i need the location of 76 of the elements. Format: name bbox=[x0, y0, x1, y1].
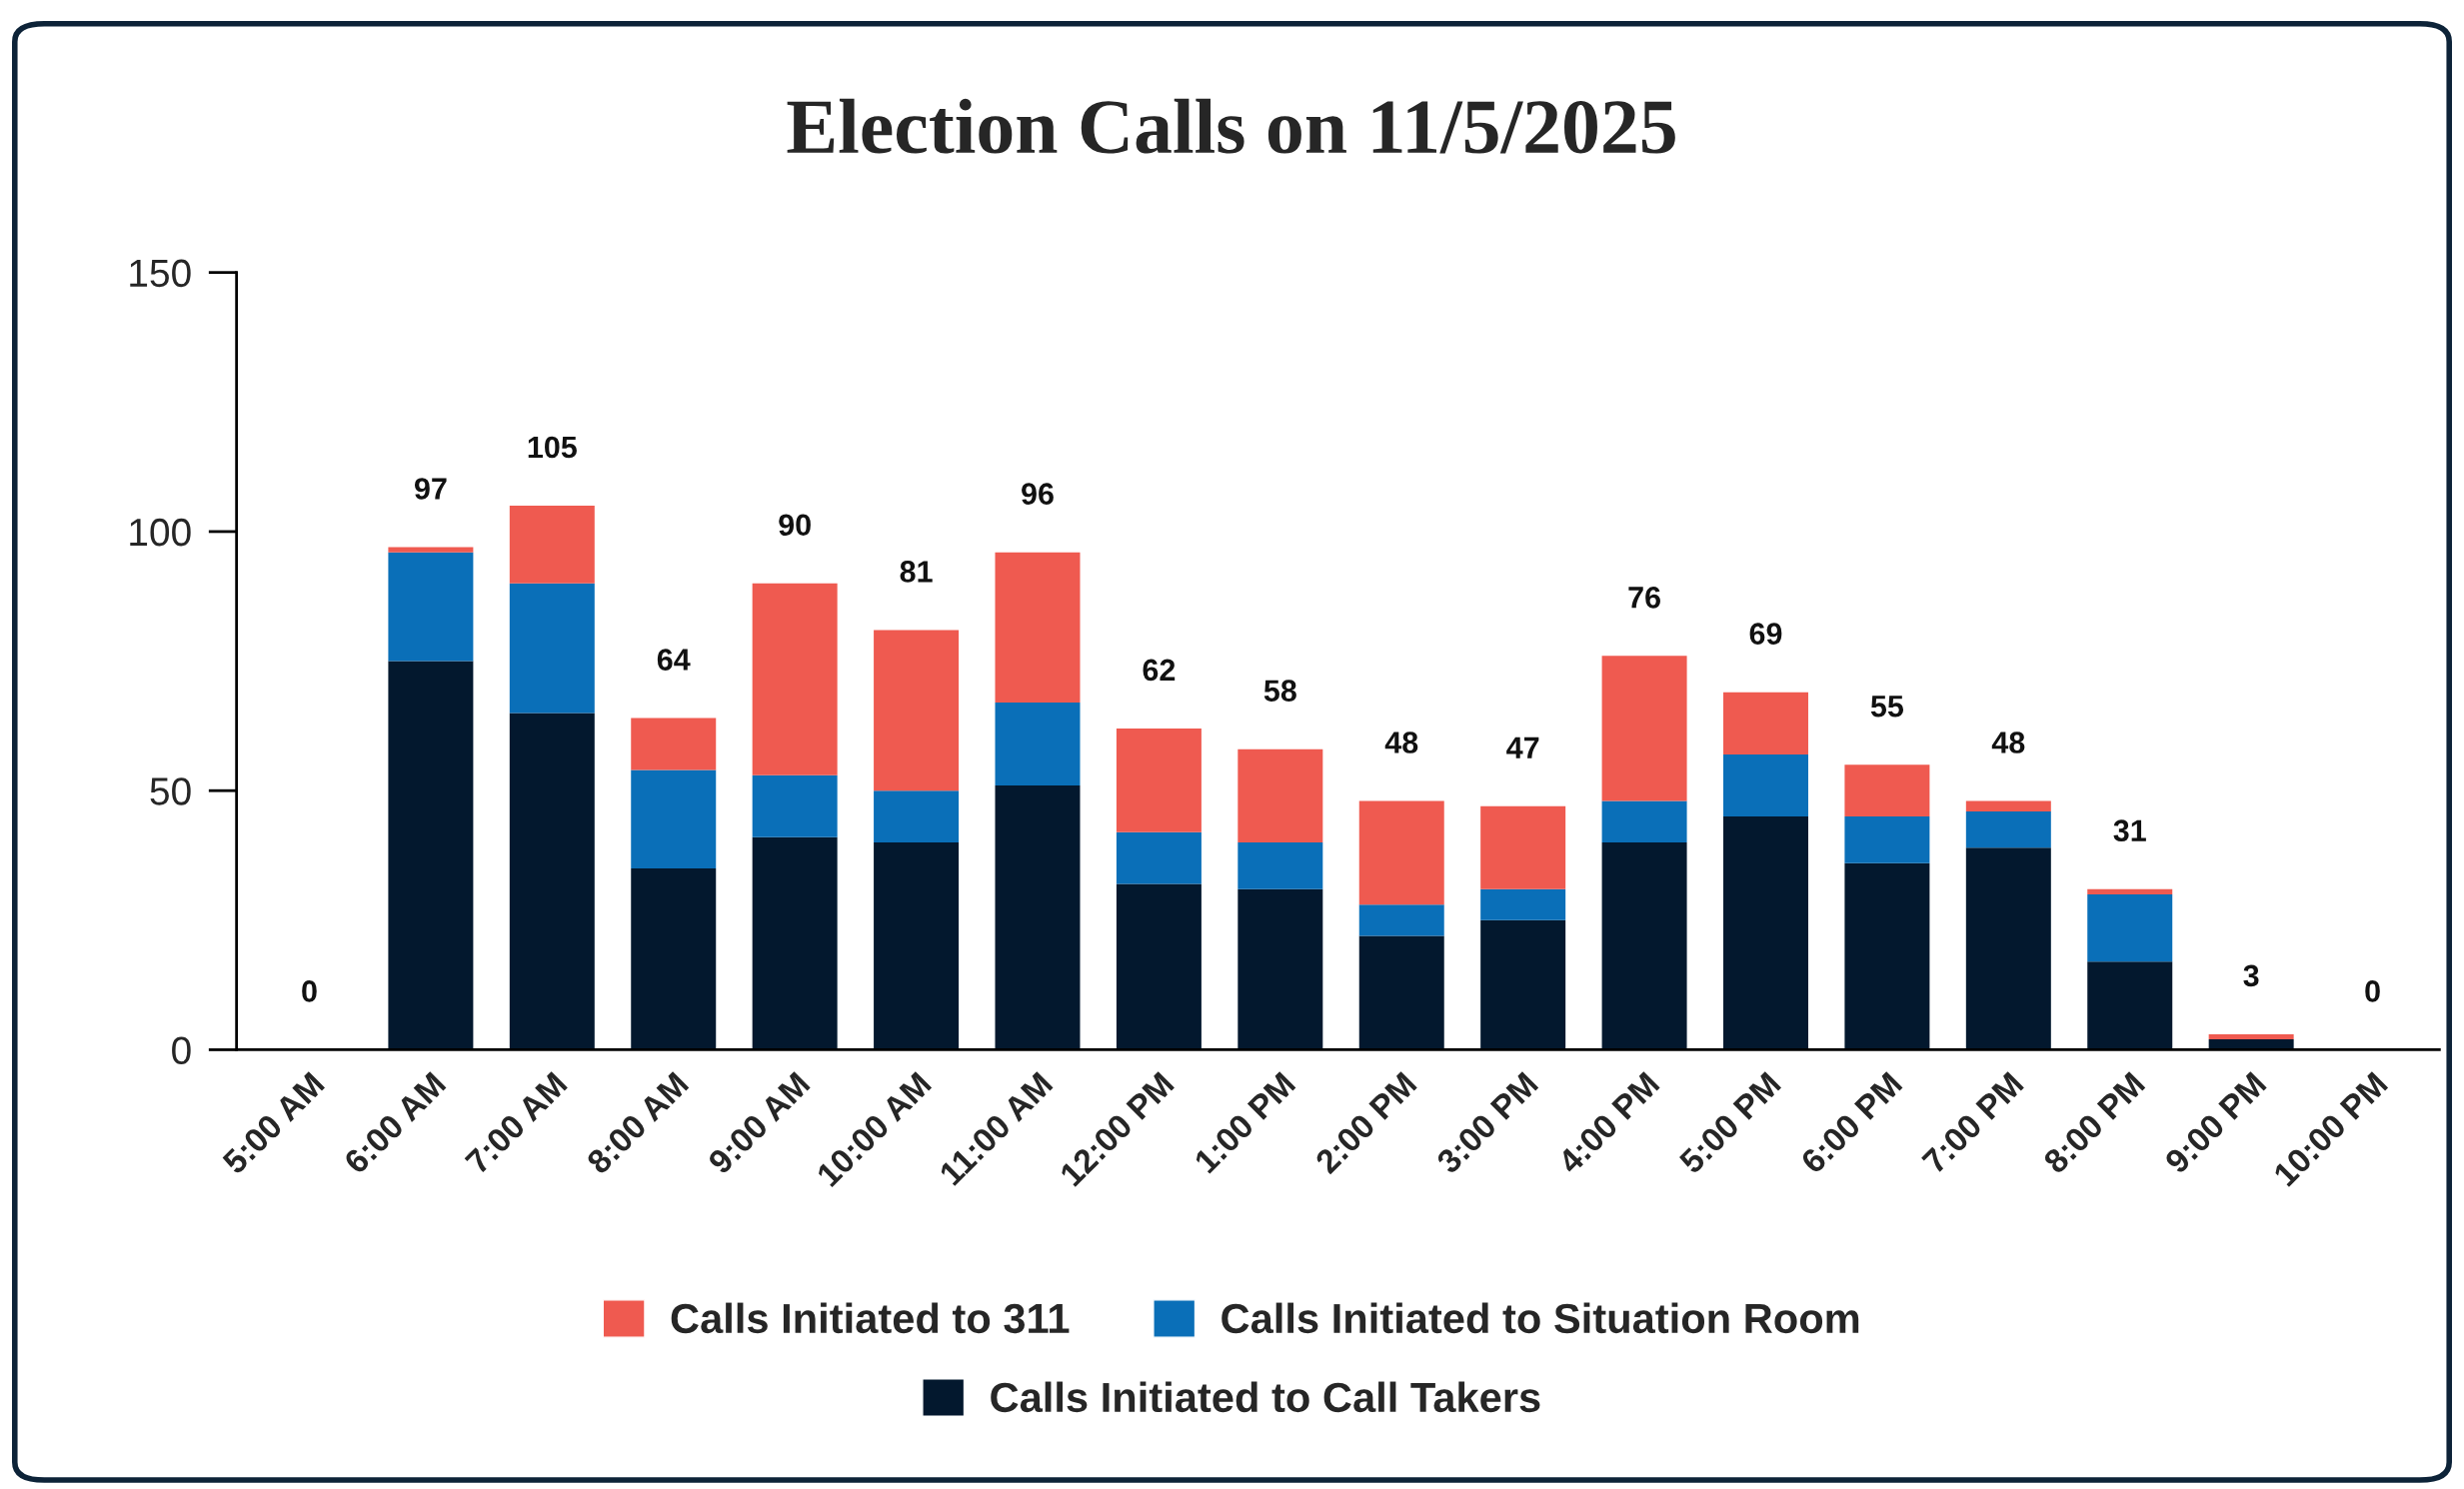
total-label: 96 bbox=[1022, 483, 1054, 505]
total-label: 48 bbox=[1991, 732, 2025, 753]
legend-label: Calls Initiated to Call Takers bbox=[991, 1381, 1540, 1413]
bar bbox=[995, 552, 1081, 704]
x-tick-label: 9:00 AM bbox=[707, 1071, 811, 1175]
bar bbox=[1965, 810, 2051, 848]
bar bbox=[2208, 1033, 2294, 1040]
bar bbox=[752, 774, 838, 837]
total-label: 64 bbox=[657, 649, 691, 671]
bar bbox=[1116, 728, 1202, 832]
bar bbox=[1480, 888, 1566, 920]
bar bbox=[1358, 904, 1444, 936]
total-label: 69 bbox=[1749, 623, 1782, 645]
total-label: 90 bbox=[779, 514, 811, 537]
total-label: 55 bbox=[1870, 696, 1904, 718]
total-label: 81 bbox=[900, 561, 933, 583]
bar bbox=[874, 842, 960, 1050]
bar bbox=[509, 583, 595, 714]
bar bbox=[1844, 816, 1930, 863]
total-label: 62 bbox=[1143, 659, 1176, 682]
total-label: 0 bbox=[302, 980, 317, 1002]
bar bbox=[631, 867, 717, 1050]
bar bbox=[1601, 842, 1687, 1050]
legend-label: Calls Initiated to Situation Room bbox=[1222, 1302, 1859, 1334]
total-label: 76 bbox=[1628, 587, 1660, 609]
bar bbox=[1237, 748, 1323, 843]
y-tick-label: 50 bbox=[150, 777, 191, 805]
bar bbox=[1965, 847, 2051, 1050]
total-label: 47 bbox=[1506, 737, 1539, 758]
bar bbox=[1722, 692, 1808, 754]
chart-title: Election Calls on 11/5/2025 bbox=[787, 98, 1675, 154]
bar bbox=[1116, 831, 1202, 884]
bar bbox=[388, 552, 474, 662]
total-label: 48 bbox=[1384, 732, 1418, 753]
bar bbox=[1965, 800, 2051, 811]
bar bbox=[1116, 883, 1202, 1050]
bar bbox=[1844, 764, 1930, 817]
total-label: 31 bbox=[2113, 819, 2146, 842]
bar bbox=[1237, 888, 1323, 1050]
bar bbox=[752, 836, 838, 1050]
bar bbox=[2087, 961, 2173, 1050]
total-label: 58 bbox=[1263, 680, 1296, 702]
bar bbox=[631, 769, 717, 868]
total-label: 3 bbox=[2243, 964, 2259, 987]
bar bbox=[874, 790, 960, 843]
bar bbox=[509, 713, 595, 1050]
bar bbox=[388, 547, 474, 553]
total-label: 105 bbox=[528, 436, 577, 459]
bar bbox=[1844, 862, 1930, 1050]
bar bbox=[752, 583, 838, 775]
y-tick-label: 150 bbox=[130, 259, 191, 288]
x-tick-label: 7:00 AM bbox=[464, 1071, 569, 1175]
bar bbox=[1358, 935, 1444, 1050]
x-tick-label: 6:00 AM bbox=[342, 1071, 447, 1175]
bar bbox=[874, 630, 960, 791]
bar bbox=[1480, 805, 1566, 889]
bar bbox=[1601, 656, 1687, 801]
x-tick-label: 6:00 PM bbox=[1799, 1071, 1903, 1175]
bar bbox=[2087, 893, 2173, 962]
bar bbox=[1601, 800, 1687, 843]
bar bbox=[1237, 842, 1323, 889]
y-tick-label: 0 bbox=[172, 1036, 191, 1064]
legend-label: Calls Initiated to 311 bbox=[671, 1302, 1070, 1334]
bar bbox=[1480, 919, 1566, 1050]
bar bbox=[1722, 816, 1808, 1050]
y-tick-label: 100 bbox=[130, 518, 191, 547]
bar bbox=[995, 785, 1081, 1050]
bar bbox=[1358, 800, 1444, 905]
bar bbox=[388, 661, 474, 1050]
bar bbox=[995, 703, 1081, 785]
bar bbox=[1722, 753, 1808, 817]
bar bbox=[631, 718, 717, 770]
bar bbox=[2087, 888, 2173, 894]
total-label: 0 bbox=[2365, 980, 2380, 1002]
total-label: 97 bbox=[414, 478, 447, 500]
bar bbox=[509, 506, 595, 584]
